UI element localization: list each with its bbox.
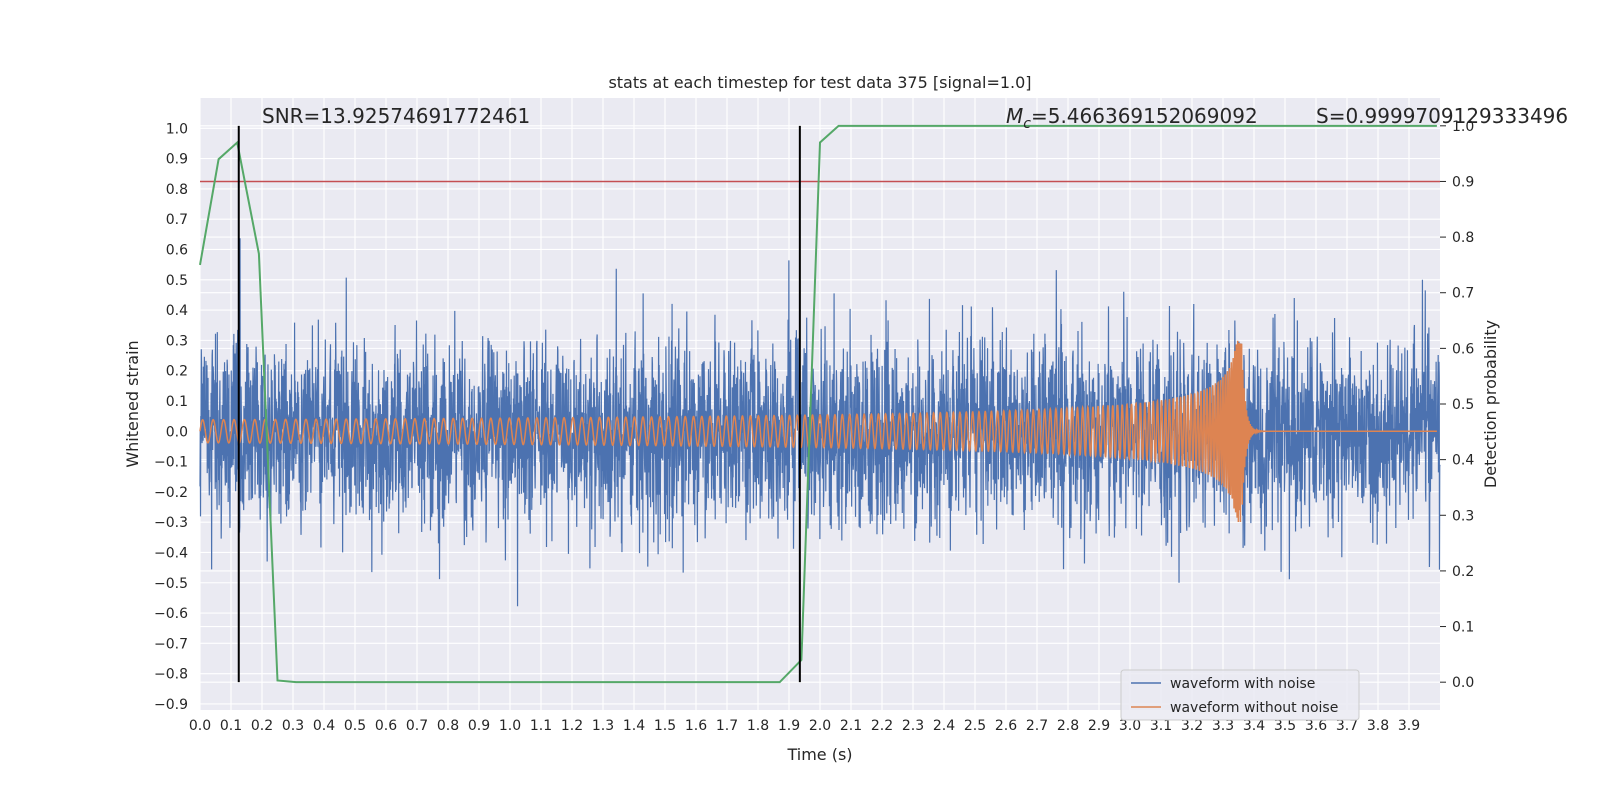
y-right-tick-label: 0.8: [1452, 230, 1474, 246]
x-tick-label: 0.8: [437, 718, 459, 734]
y-left-tick-label: −0.9: [154, 697, 188, 713]
y-left-tick-labels: 1.0 0.9 0.8 0.7 0.6 0.5 0.4 0.3 0.2 0.1 0.0 −0.1 −0.…: [154, 121, 188, 713]
series-layer: [199, 124, 1441, 684]
y-left-axis-title: Whitened strain: [123, 340, 142, 467]
x-tick-label: 0.4: [313, 718, 335, 734]
y-left-tick-label: −0.4: [154, 545, 188, 561]
x-tick-label: 3.4: [1243, 718, 1265, 734]
x-tick-label: 2.1: [840, 718, 862, 734]
y-left-tick-label: 0.0: [166, 424, 188, 440]
legend-box: [1120, 669, 1360, 721]
annotation-mc-symbol: M: [1006, 104, 1023, 128]
x-tick-label: 3.0: [1119, 718, 1141, 734]
y-left-tick-label: 0.4: [166, 303, 188, 319]
annotation-mc: Mc=5.466369152069092: [1006, 104, 1258, 132]
y-left-tick-label: 1.0: [166, 121, 188, 137]
y-right-tick-label: 1.0: [1452, 119, 1474, 135]
annotation-snr: SNR=13.92574691772461: [262, 104, 530, 128]
x-tick-label: 3.3: [1212, 718, 1234, 734]
x-tick-label: 1.6: [685, 718, 707, 734]
y-right-tick-label: 0.7: [1452, 286, 1474, 302]
x-tick-label: 1.0: [499, 718, 521, 734]
y-left-tick-label: −0.2: [154, 485, 188, 501]
x-tick-label: 0.2: [251, 718, 273, 734]
y-left-tick-label: 0.5: [166, 273, 188, 289]
x-tick-label: 2.3: [902, 718, 924, 734]
x-tick-label: 0.9: [468, 718, 490, 734]
y-right-tick-labels: 1.0 0.9 0.8 0.7 0.6 0.5 0.4 0.3 0.2 0.1 0.0: [1440, 119, 1474, 691]
x-tick-label: 2.0: [809, 718, 831, 734]
x-tick-label: 2.8: [1057, 718, 1079, 734]
y-right-tick-label: 0.2: [1452, 564, 1474, 580]
y-left-tick-label: 0.9: [166, 152, 188, 168]
y-right-tick-label: 0.4: [1452, 453, 1474, 469]
x-tick-label: 3.1: [1150, 718, 1172, 734]
x-tick-label: 0.5: [344, 718, 366, 734]
x-tick-label: 1.5: [654, 718, 676, 734]
annotation-mc-value: =5.466369152069092: [1031, 104, 1258, 128]
series-line-clean: [199, 340, 1437, 523]
x-tick-label: 2.7: [1026, 718, 1048, 734]
legend: waveform with noise waveform without noi…: [1120, 669, 1360, 721]
y-left-tick-label: 0.8: [166, 182, 188, 198]
x-tick-label: 1.8: [747, 718, 769, 734]
y-right-tick-label: 0.6: [1452, 341, 1474, 357]
x-tick-label: 3.8: [1367, 718, 1389, 734]
x-tick-labels: 0.0 0.1 0.2 0.3 0.4 0.5 0.6 0.7 0.8 0.9 1.0 1.1 1.2 1…: [189, 718, 1420, 734]
annotation-mc-subscript: c: [1023, 116, 1031, 132]
y-right-tick-label: 0.3: [1452, 508, 1474, 524]
x-tick-label: 2.5: [964, 718, 986, 734]
x-tick-label: 0.1: [220, 718, 242, 734]
x-tick-label: 3.6: [1305, 718, 1327, 734]
x-tick-label: 0.7: [406, 718, 428, 734]
y-left-tick-label: 0.6: [166, 242, 188, 258]
y-right-tick-label: 0.1: [1452, 620, 1474, 636]
x-tick-label: 2.4: [933, 718, 955, 734]
y-left-tick-label: 0.3: [166, 333, 188, 349]
chart-title: stats at each timestep for test data 375…: [608, 73, 1031, 92]
x-tick-label: 3.5: [1274, 718, 1296, 734]
y-left-tick-label: −0.8: [154, 667, 188, 683]
x-tick-label: 1.2: [561, 718, 583, 734]
x-tick-label: 2.6: [995, 718, 1017, 734]
x-tick-label: 1.7: [716, 718, 738, 734]
x-axis-title: Time (s): [786, 745, 852, 764]
y-right-tick-label: 0.0: [1452, 675, 1474, 691]
x-tick-label: 2.9: [1088, 718, 1110, 734]
y-left-tick-label: 0.2: [166, 364, 188, 380]
y-left-tick-label: −0.7: [154, 636, 188, 652]
x-tick-label: 0.0: [189, 718, 211, 734]
x-tick-label: 3.9: [1398, 718, 1420, 734]
y-right-tick-label: 0.9: [1452, 174, 1474, 190]
legend-label-clean: waveform without noise: [1170, 700, 1338, 716]
x-tick-label: 1.3: [592, 718, 614, 734]
y-left-tick-label: −0.6: [154, 606, 188, 622]
x-tick-label: 0.3: [282, 718, 304, 734]
y-left-tick-label: 0.7: [166, 212, 188, 228]
x-tick-label: 1.4: [623, 718, 645, 734]
y-right-axis-title: Detection probability: [1481, 320, 1500, 488]
x-tick-label: 2.2: [871, 718, 893, 734]
x-tick-label: 0.6: [375, 718, 397, 734]
y-left-tick-label: −0.5: [154, 576, 188, 592]
annotation-s: S=0.9999709129333496: [1316, 104, 1568, 128]
y-left-tick-label: −0.1: [154, 455, 188, 471]
x-tick-label: 1.9: [778, 718, 800, 734]
x-tick-label: 3.2: [1181, 718, 1203, 734]
legend-label-noise: waveform with noise: [1170, 676, 1315, 692]
y-left-tick-label: −0.3: [154, 515, 188, 531]
y-left-tick-label: 0.1: [166, 394, 188, 410]
x-tick-label: 3.7: [1336, 718, 1358, 734]
y-right-tick-label: 0.5: [1452, 397, 1474, 413]
x-tick-label: 1.1: [530, 718, 552, 734]
